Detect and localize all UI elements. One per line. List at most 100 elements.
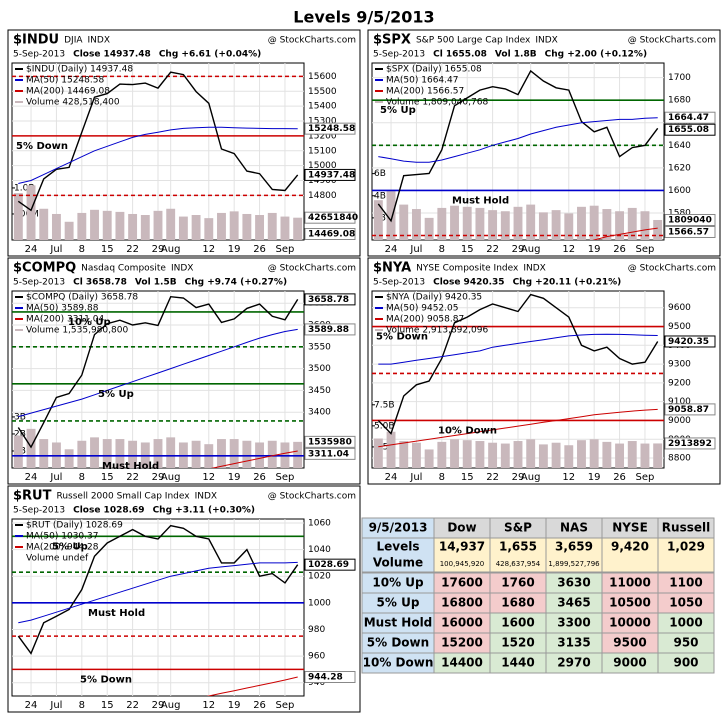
volume-bar: [102, 210, 112, 240]
legend-label: Volume 2,913,892,096: [386, 326, 488, 336]
chart-name: NYSE Composite Index: [416, 264, 519, 274]
y-tick-label: 15000: [308, 161, 337, 171]
x-tick-label: 12: [202, 472, 215, 483]
volume-bar: [602, 441, 612, 468]
chart-exchange: INDX: [171, 264, 193, 274]
volume-bar: [373, 200, 383, 240]
row-label: 5% Down: [367, 636, 429, 650]
chart-exchange: INDX: [523, 264, 545, 274]
y-tick-label: 15200: [308, 131, 337, 141]
row-label: 5% Up: [377, 596, 420, 610]
x-tick-label: 29: [152, 700, 165, 711]
volume-bar: [615, 211, 625, 240]
x-tick-label: 15: [101, 700, 114, 711]
volume-bar: [653, 443, 663, 468]
volume-bar: [564, 213, 574, 240]
volume-bar: [373, 438, 383, 468]
volume-bar: [399, 441, 409, 468]
chart-name: Nasdaq Composite: [81, 264, 166, 274]
end-label-box: [664, 437, 716, 450]
volume-bar: [242, 440, 252, 468]
chart-info: Close 9420.35: [433, 278, 504, 288]
row-label: Volume: [373, 556, 423, 570]
volume-value: 100,945,920: [440, 560, 485, 568]
legend-label: $INDU (Daily) 14937.48: [26, 65, 133, 75]
x-tick-label: Aug: [161, 244, 181, 255]
end-label: 3589.88: [308, 325, 349, 335]
cell-value: 10500: [609, 596, 651, 610]
x-tick-label: Jul: [409, 472, 422, 483]
row-label: 10% Up: [372, 576, 424, 590]
end-label-box: [304, 228, 356, 240]
stock-chart: $RUT Russell 2000 Small Cap Index INDX @ St…: [7, 485, 361, 713]
end-label: 1809040: [668, 215, 712, 225]
moving-average: [206, 676, 298, 696]
legend-label: Volume 428,518,400: [26, 98, 120, 108]
cell-value: 3465: [557, 596, 590, 610]
moving-average: [210, 450, 298, 468]
y-tick-label: 1700: [668, 73, 691, 83]
volume-bar: [153, 210, 163, 240]
header-text: NAS: [560, 521, 588, 535]
volume-bar: [39, 439, 49, 468]
level-label: 5% Up: [52, 541, 88, 552]
chart-info: Chg +2.00 (+0.12%): [545, 50, 647, 60]
end-label-box: [664, 213, 716, 226]
volume-bar: [653, 219, 663, 240]
volume-bar: [386, 190, 396, 240]
y2-tick-label: 2.5B: [374, 442, 395, 452]
level-label: 5% Up: [98, 389, 134, 400]
x-tick-label: 19: [588, 244, 601, 255]
plot-content: [372, 293, 664, 468]
header-text: NYSE: [612, 521, 648, 535]
y-tick-label: 14900: [308, 176, 337, 186]
x-tick-label: 19: [228, 472, 241, 483]
cell-value: 1000: [669, 616, 702, 630]
volume-bar: [488, 442, 498, 468]
volume-bar: [64, 449, 74, 468]
x-tick-label: 24: [385, 244, 398, 255]
chart-info: Cl 3658.78: [73, 278, 127, 288]
volume-bar: [140, 215, 150, 240]
volume-bar: [90, 209, 99, 240]
y-tick-label: 1000: [308, 598, 331, 608]
y-tick-label: 9100: [668, 397, 691, 407]
end-label-box: [304, 447, 356, 460]
y2-tick-label: 7.5B: [374, 400, 395, 410]
chart-info: Chg +20.11 (+0.21%): [513, 278, 622, 288]
volume-bar: [640, 443, 650, 468]
volume-bar: [191, 215, 201, 240]
chart-exchange: INDX: [535, 36, 557, 46]
level-value: 9,420: [611, 540, 649, 554]
end-label-box: [304, 558, 356, 571]
volume-bar: [462, 206, 472, 240]
volume-bar: [475, 441, 485, 468]
legend-label: MA(50) 15248.58: [26, 76, 104, 86]
end-label: 9420.35: [668, 337, 709, 347]
volume-bar: [640, 211, 650, 240]
moving-average: [592, 227, 658, 240]
cell-value: 1680: [501, 596, 534, 610]
volume-bar: [411, 442, 421, 468]
watermark: @ StockCharts.com: [628, 36, 716, 46]
level-label: 5% Down: [16, 141, 68, 152]
end-label: 3658.78: [308, 295, 349, 305]
volume-bar: [577, 440, 586, 468]
y-tick-label: 15300: [308, 117, 337, 127]
chart-info: Chg +6.61 (+0.04%): [159, 50, 261, 60]
y-tick-label: 15400: [308, 102, 337, 112]
x-tick-label: Sep: [636, 472, 655, 483]
volume-bar: [280, 216, 290, 240]
volume-bar: [551, 442, 561, 468]
volume-bar: [153, 439, 163, 468]
volume-bar: [51, 213, 61, 240]
end-label-box: [664, 123, 716, 136]
levels-table: 9/5/2013 Dow S&P NAS NYSE Russell Levels Volume…: [361, 517, 715, 674]
volume-bar: [115, 439, 125, 468]
chart-info: Vol 1.5B: [135, 278, 177, 288]
volume-bar: [450, 205, 459, 240]
legend-label: Volume 1,535,980,800: [26, 326, 128, 336]
